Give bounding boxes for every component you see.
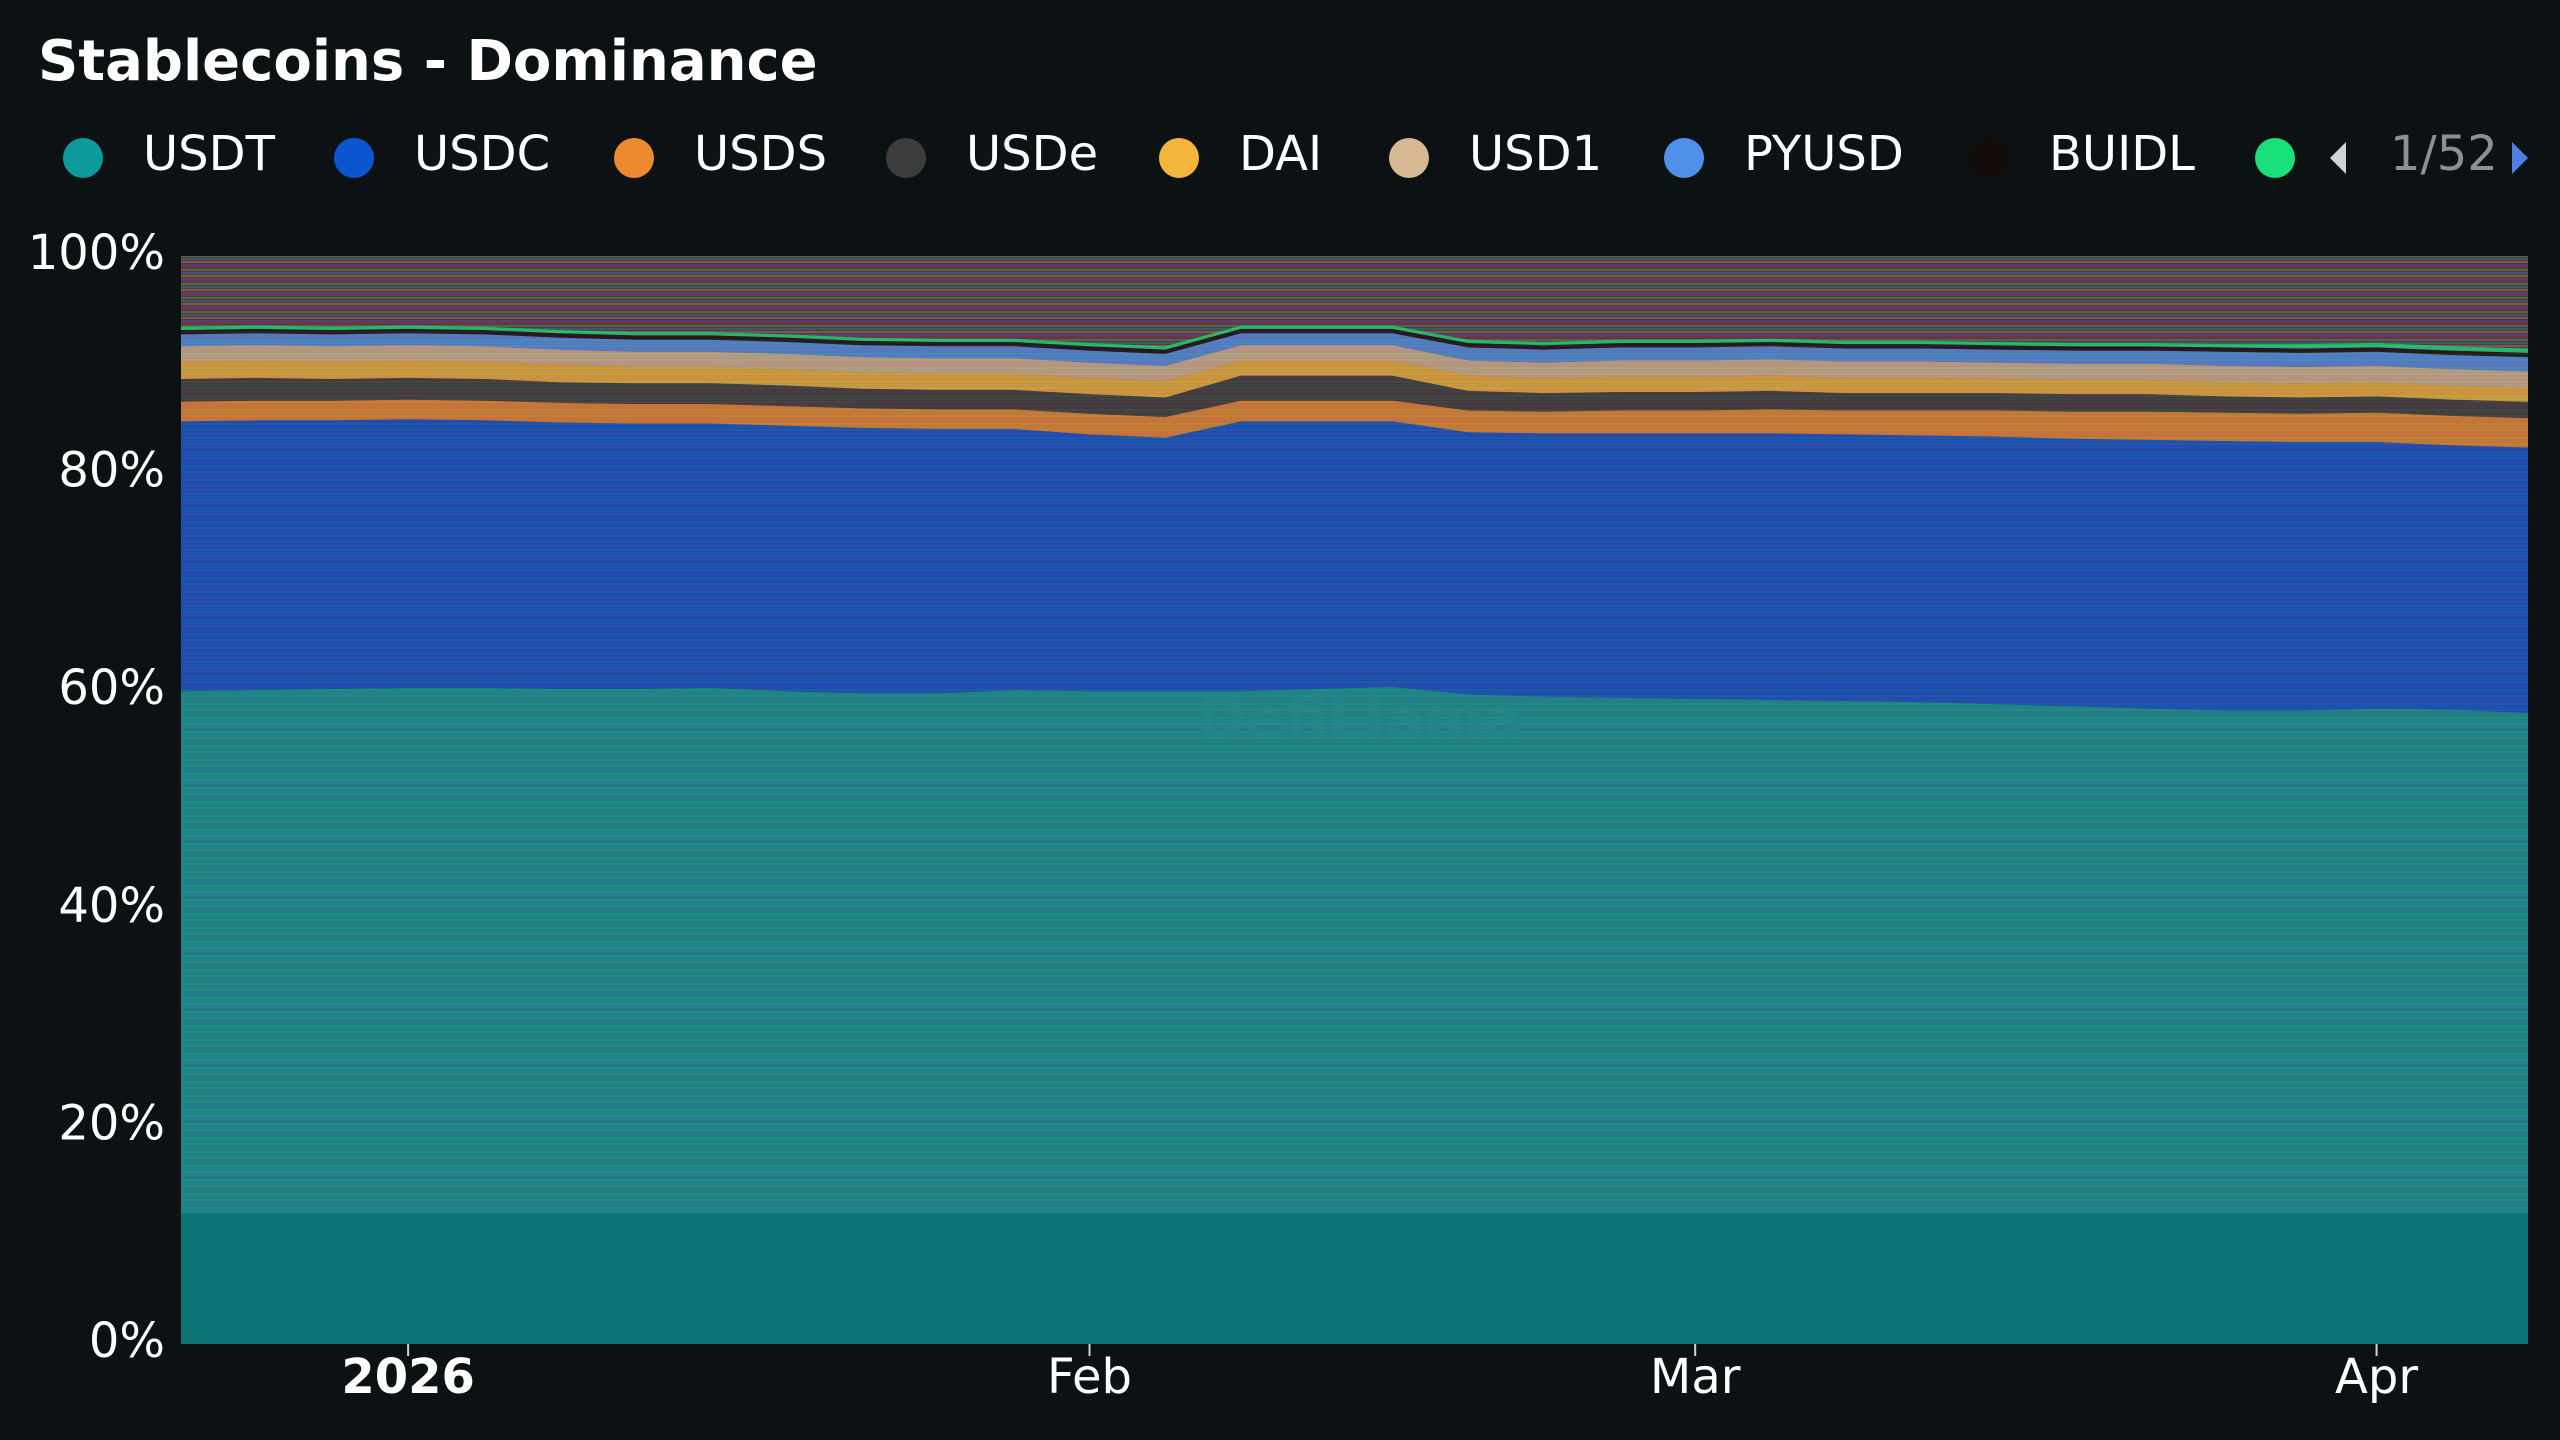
area: [181, 375, 2528, 419]
area: [181, 333, 2528, 372]
area: [181, 345, 2528, 388]
x-tick-label: Apr: [2335, 1349, 2418, 1405]
y-tick-label: 20%: [58, 1095, 165, 1151]
y-tick-label: 80%: [58, 443, 165, 499]
area: [181, 399, 2528, 448]
legend-marker: [1664, 138, 1704, 178]
legend-marker: [1159, 138, 1199, 178]
legend-next[interactable]: [2512, 142, 2528, 174]
areas: [181, 325, 2528, 1344]
area: [181, 325, 2528, 353]
area: [181, 419, 2528, 713]
y-tick-label: 100%: [28, 225, 165, 281]
legend-page: 1/52: [2390, 126, 2498, 182]
legend-marker: [2255, 138, 2295, 178]
watermark: DefiLlama: [1197, 684, 1523, 752]
y-tick-label: 0%: [89, 1313, 165, 1369]
axes: 0% 20% 40% 60% 80% 100% 2026 Feb Mar Apr: [28, 225, 2419, 1405]
legend: USDT USDC USDS USDe DAI USD1 PYUSD BUIDL: [63, 126, 2295, 182]
chart-title: Stablecoins - Dominance: [38, 29, 818, 94]
area: [181, 686, 2528, 1344]
y-tick-label: 40%: [58, 878, 165, 934]
legend-marker: [334, 138, 374, 178]
x-tick-label: 2026: [341, 1349, 475, 1405]
legend-marker: [63, 138, 103, 178]
legend-label: USDS: [694, 126, 827, 182]
area: [181, 360, 2528, 402]
legend-marker: [1389, 138, 1429, 178]
y-tick-label: 60%: [58, 660, 165, 716]
legend-label: USDT: [143, 126, 276, 182]
legend-marker: [1969, 138, 2009, 178]
legend-marker: [886, 138, 926, 178]
x-tick-label: Mar: [1650, 1349, 1741, 1405]
x-tick-label: Feb: [1047, 1349, 1132, 1405]
legend-label: USDe: [966, 126, 1098, 182]
legend-label: USDC: [414, 126, 550, 182]
legend-label: PYUSD: [1744, 126, 1904, 182]
area: [181, 328, 2528, 358]
legend-marker: [614, 138, 654, 178]
legend-label: DAI: [1239, 126, 1322, 182]
legend-label: USD1: [1469, 126, 1602, 182]
legend-prev[interactable]: [2330, 142, 2346, 174]
legend-label: BUIDL: [2049, 126, 2195, 182]
